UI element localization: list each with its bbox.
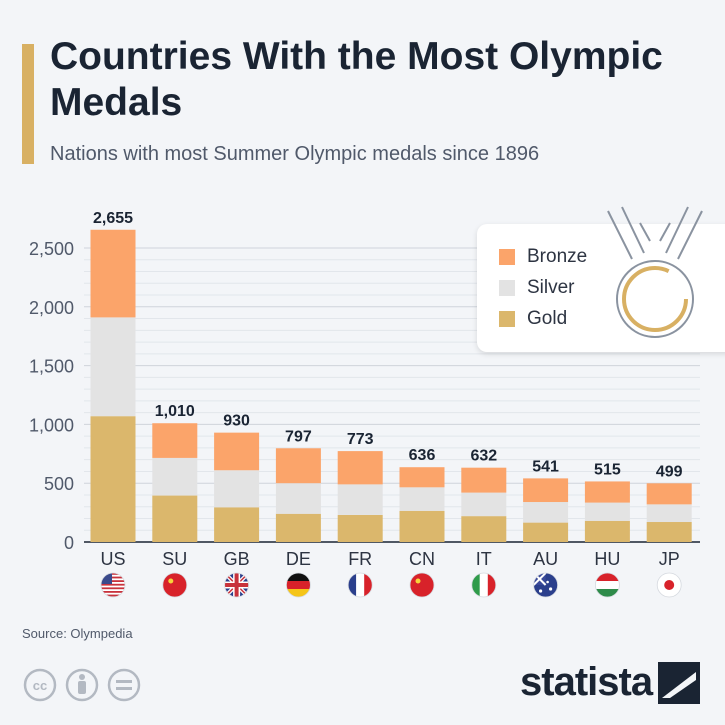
gb-flag-icon [224, 572, 250, 598]
su-flag-icon [162, 572, 188, 598]
bar-segment-silver-fr [337, 484, 383, 515]
x-tick-label: GB [224, 549, 250, 569]
au-flag-icon [533, 572, 558, 598]
us-flag-icon [100, 572, 126, 598]
legend-item-bronze: Bronze [499, 246, 587, 268]
hu-flag-icon [595, 572, 620, 598]
legend-label-bronze: Bronze [527, 246, 588, 267]
legend-item-gold: Gold [499, 308, 567, 330]
bar-segment-gold-hu [584, 520, 630, 542]
x-tick-label: US [100, 549, 125, 569]
bar-segment-gold-it [461, 516, 507, 542]
bar-total-label: 499 [656, 463, 683, 480]
bar-segment-gold-au [523, 522, 569, 542]
de-flag-icon [285, 572, 311, 598]
bar-segment-bronze-cn [399, 467, 445, 488]
fr-flag-icon [347, 572, 373, 598]
flags [100, 572, 682, 598]
bar-total-label: 515 [594, 461, 621, 478]
bar-segment-bronze-su [152, 423, 198, 458]
bar-segment-bronze-gb [214, 432, 260, 471]
bar-segment-gold-de [275, 513, 321, 542]
bar-total-label: 1,010 [155, 403, 195, 420]
source-note: Source: Olympedia [22, 626, 133, 641]
bar-segment-bronze-jp [646, 483, 692, 505]
bar-segment-silver-it [461, 492, 507, 517]
bar-segment-gold-gb [214, 507, 260, 542]
legend-swatch-silver [499, 280, 515, 296]
license-icons: cc [23, 668, 141, 702]
bar-segment-silver-cn [399, 487, 445, 511]
y-tick-label: 2,000 [29, 298, 74, 318]
bar-segment-silver-us [90, 317, 136, 417]
y-tick-label: 0 [64, 533, 74, 553]
statista-logo-icon [658, 661, 701, 704]
bar-segment-silver-jp [646, 504, 692, 523]
bar-segment-bronze-de [275, 448, 321, 484]
bar-segment-silver-su [152, 457, 198, 496]
x-tick-label: HU [594, 549, 620, 569]
legend: Bronze Silver Gold [477, 224, 725, 352]
brand: statista [520, 660, 701, 705]
y-tick-label: 2,500 [29, 239, 74, 259]
legend-label-silver: Silver [527, 277, 575, 298]
x-tick-label: IT [476, 549, 492, 569]
bar-segment-gold-jp [646, 522, 692, 542]
bar-segment-gold-su [152, 495, 198, 542]
y-tick-label: 1,000 [29, 415, 74, 435]
bar-segment-bronze-it [461, 467, 507, 493]
bar-segment-bronze-hu [584, 481, 630, 503]
bar-total-label: 632 [470, 448, 497, 465]
title-accent-bar [22, 44, 34, 164]
svg-text:cc: cc [33, 678, 47, 693]
bar-total-label: 930 [223, 413, 250, 430]
bar-total-label: 636 [409, 447, 436, 464]
bar-total-label: 773 [347, 431, 374, 448]
y-tick-label: 500 [44, 474, 74, 494]
bar-segment-silver-au [523, 502, 569, 523]
cc-icon: cc [23, 668, 57, 702]
brand-name: statista [520, 660, 653, 704]
legend-swatch-gold [499, 311, 515, 327]
bar-segment-gold-fr [337, 514, 383, 542]
x-tick-label: DE [286, 549, 311, 569]
medal-icon [607, 206, 703, 338]
jp-flag-icon [656, 572, 682, 598]
bar-segment-silver-hu [584, 502, 630, 521]
x-tick-label: FR [348, 549, 372, 569]
bar-segment-bronze-fr [337, 451, 383, 485]
bar-total-label: 2,655 [93, 210, 133, 227]
bar-segment-bronze-us [90, 229, 136, 318]
it-flag-icon [471, 572, 497, 598]
attribution-icon [65, 668, 99, 702]
cn-flag-icon [409, 572, 435, 598]
bar-segment-gold-us [90, 416, 136, 542]
legend-swatch-bronze [499, 249, 515, 265]
legend-item-silver: Silver [499, 277, 575, 299]
bar-segment-bronze-au [523, 478, 569, 503]
bar-segment-gold-cn [399, 510, 445, 542]
chart-title: Countries With the Most Olympic Medals [50, 35, 663, 124]
bar-total-label: 541 [532, 458, 559, 475]
stacked-bar-chart: 0 500 1,000 1,500 2,000 2,500 2,655 US 1,010 SU 93… [29, 210, 700, 598]
no-derivatives-icon [107, 668, 141, 702]
labels: 0 500 1,000 1,500 2,000 2,500 2,655 US 1,010 SU 93… [29, 210, 683, 569]
legend-label-gold: Gold [527, 308, 568, 329]
bar-segment-silver-gb [214, 470, 260, 508]
bar-segment-silver-de [275, 483, 321, 514]
x-tick-label: AU [533, 549, 558, 569]
chart-subtitle: Nations with most Summer Olympic medals … [50, 143, 540, 165]
x-tick-label: SU [162, 549, 187, 569]
x-tick-label: CN [409, 549, 435, 569]
y-tick-label: 1,500 [29, 357, 74, 377]
bar-total-label: 797 [285, 428, 312, 445]
x-tick-label: JP [659, 549, 680, 569]
bars [90, 229, 692, 542]
